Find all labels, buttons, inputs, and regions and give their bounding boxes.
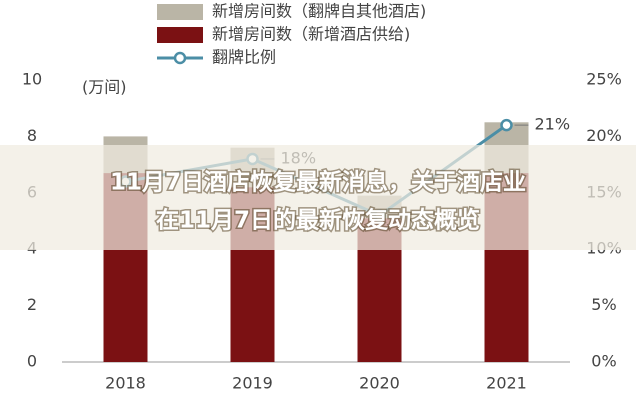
y2-tick-label: 5% — [591, 295, 616, 314]
x-tick-label: 2021 — [486, 374, 527, 393]
x-tick-label: 2018 — [105, 374, 146, 393]
legend-swatch — [157, 27, 203, 43]
y2-tick-label: 0% — [591, 352, 616, 371]
x-tick-label: 2019 — [232, 374, 273, 393]
y-tick-label: 2 — [27, 295, 37, 314]
y2-tick-label: 20% — [586, 126, 622, 145]
x-tick-label: 2020 — [359, 374, 400, 393]
y-tick-label: 0 — [27, 352, 37, 371]
line-marker — [500, 118, 513, 132]
legend-label: 新增房间数（翻牌自其他酒店) — [212, 2, 426, 21]
banner-title: 在11月7日的最新恢复动态概览 — [156, 207, 480, 234]
data-label: 21% — [535, 115, 571, 134]
y-axis-label: (万间) — [82, 78, 127, 97]
legend-label: 新增房间数（新增酒店供给) — [212, 25, 410, 44]
legend-swatch — [157, 4, 203, 20]
banner-title: 11月7日酒店恢复最新消息，关于酒店业 — [110, 169, 526, 196]
y-tick-label: 10 — [22, 70, 42, 89]
banner-background — [0, 145, 636, 250]
legend-marker — [173, 51, 187, 65]
y-tick-label: 8 — [27, 126, 37, 145]
y2-tick-label: 25% — [586, 70, 622, 89]
legend-label: 翻牌比例 — [212, 48, 276, 67]
